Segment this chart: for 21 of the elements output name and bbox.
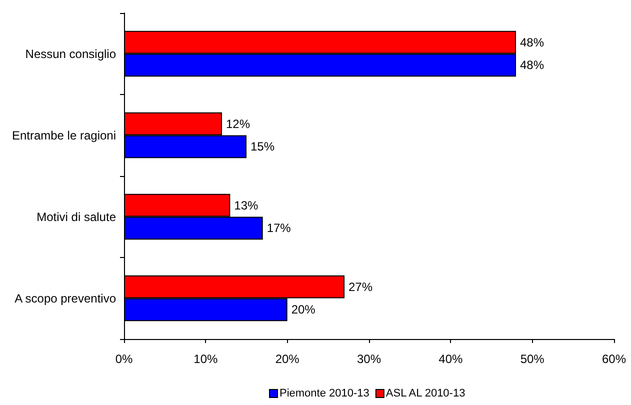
y-tick-label: Nessun consiglio bbox=[25, 46, 116, 61]
x-tick-label: 0% bbox=[115, 352, 133, 366]
x-tick-label: 10% bbox=[194, 352, 218, 366]
x-tick-label: 50% bbox=[520, 352, 545, 366]
data-label: 17% bbox=[266, 221, 292, 236]
legend-label: ASL AL 2010-13 bbox=[386, 388, 466, 400]
y-tick-label: Entrambe le ragioni bbox=[12, 128, 116, 142]
data-label: 12% bbox=[226, 116, 250, 131]
data-label: 27% bbox=[348, 280, 373, 294]
data-label: 48% bbox=[520, 58, 544, 72]
data-label: 20% bbox=[291, 302, 316, 317]
y-tick-label: A scopo preventivo bbox=[14, 291, 116, 306]
y-tick-label: Motivi di salute bbox=[36, 210, 116, 224]
data-label: 48% bbox=[520, 35, 544, 50]
data-label: 15% bbox=[250, 140, 275, 154]
x-tick-label: 40% bbox=[438, 352, 463, 366]
legend-label: Piemonte 2010-13 bbox=[280, 388, 370, 400]
data-label: 13% bbox=[234, 198, 259, 212]
x-tick-label: 60% bbox=[602, 352, 626, 366]
x-tick-label: 20% bbox=[275, 352, 300, 366]
x-tick-label: 30% bbox=[356, 352, 382, 366]
